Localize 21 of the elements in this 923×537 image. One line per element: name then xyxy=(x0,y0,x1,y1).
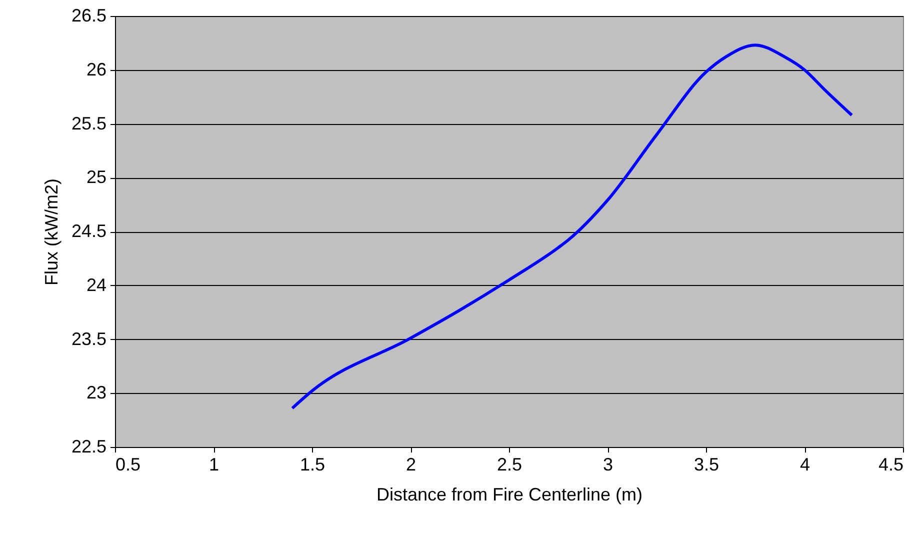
y-tick-label: 26.5 xyxy=(71,6,106,26)
x-tick-label: 3.5 xyxy=(694,454,720,474)
y-tick-label: 24.5 xyxy=(71,221,106,241)
y-tick-label: 23 xyxy=(86,382,106,403)
y-tick-label: 24 xyxy=(86,274,106,295)
y-tick-label: 26 xyxy=(86,59,106,80)
y-axis-title: Flux (kW/m2) xyxy=(41,178,62,286)
x-tick-label: 2.5 xyxy=(496,454,522,474)
y-tick-label: 25 xyxy=(86,167,106,188)
x-tick-label: 3 xyxy=(602,454,614,474)
line-series xyxy=(290,44,854,410)
x-tick-label: 1 xyxy=(208,454,220,474)
x-tick-label: 0.5 xyxy=(116,454,141,474)
x-axis-title: Distance from Fire Centerline (m) xyxy=(376,484,643,504)
x-tick-label: 4.5 xyxy=(878,454,904,474)
y-tick-label: 23.5 xyxy=(71,328,106,349)
x-tick-label: 2 xyxy=(406,454,416,474)
x-tick-label: 4 xyxy=(800,454,810,474)
y-tick-label: 25.5 xyxy=(71,113,106,134)
y-tick-label: 22.5 xyxy=(71,436,106,456)
x-tick-label: 1.5 xyxy=(300,454,326,474)
